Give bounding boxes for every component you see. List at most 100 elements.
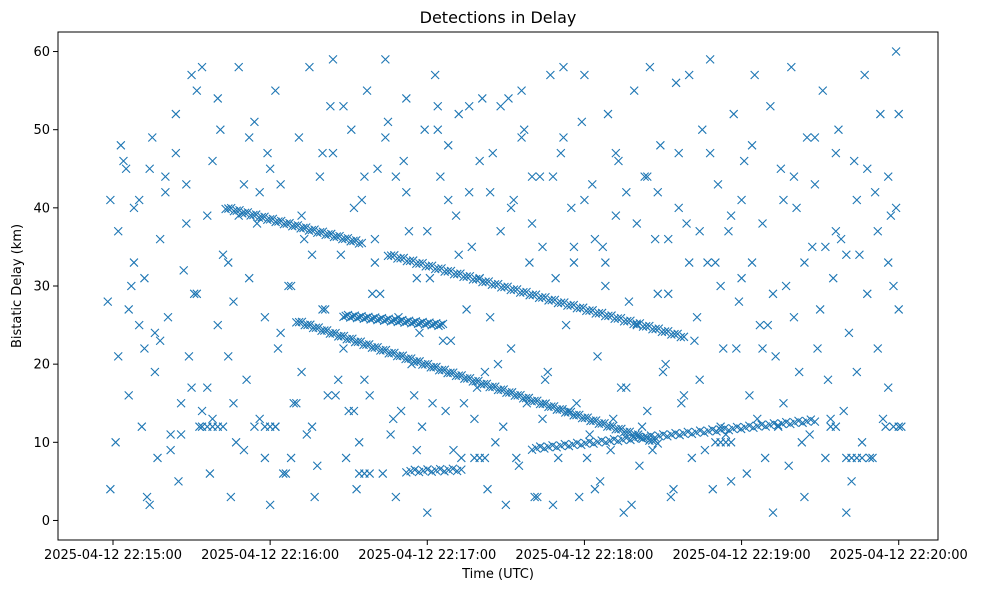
detection-point xyxy=(422,226,432,236)
detection-point xyxy=(621,187,631,197)
track-4-point xyxy=(402,317,412,327)
detection-point xyxy=(800,492,809,502)
detection-point xyxy=(580,70,589,80)
detection-point xyxy=(352,484,361,494)
detection-point xyxy=(504,94,513,103)
detection-point xyxy=(810,133,820,142)
detection-point xyxy=(771,351,781,361)
track-2-point xyxy=(396,253,405,263)
detection-point xyxy=(773,422,783,432)
detection-point xyxy=(155,234,165,244)
y-tick-label: 10 xyxy=(33,436,50,451)
detection-point xyxy=(684,70,694,80)
track-3-point xyxy=(580,413,590,423)
detection-point xyxy=(650,234,660,244)
detection-point xyxy=(428,398,437,408)
detection-point xyxy=(653,187,663,197)
detection-point xyxy=(281,469,291,478)
detection-point xyxy=(716,422,726,432)
detection-point xyxy=(572,398,581,408)
detection-point xyxy=(155,336,165,346)
track-2-point xyxy=(481,277,490,287)
detection-point xyxy=(755,320,765,330)
detection-point xyxy=(776,164,786,174)
detection-point xyxy=(873,226,883,236)
data-points xyxy=(103,47,906,518)
x-tick-label: 2025-04-12 22:15:00 xyxy=(44,548,182,563)
detection-point xyxy=(475,273,485,283)
detection-point xyxy=(823,375,833,385)
detection-point xyxy=(213,422,223,432)
track-6-point xyxy=(410,465,420,475)
detection-point xyxy=(747,140,757,150)
detection-point xyxy=(522,398,532,408)
detection-point xyxy=(320,305,330,314)
track-2-point xyxy=(575,303,585,313)
track-4-point xyxy=(341,311,351,321)
detection-point xyxy=(255,414,265,424)
detection-point xyxy=(619,508,629,518)
track-4-point xyxy=(427,320,437,330)
detection-point xyxy=(789,312,799,322)
detection-point xyxy=(849,156,859,166)
detection-point xyxy=(865,453,875,463)
detection-point xyxy=(844,328,854,338)
track-3-point xyxy=(437,365,447,375)
x-tick-label: 2025-04-12 22:19:00 xyxy=(673,548,811,563)
detection-point xyxy=(184,351,194,361)
detection-point xyxy=(312,461,322,471)
detection-point xyxy=(129,203,139,213)
track-3-point xyxy=(546,402,556,412)
detection-point xyxy=(433,125,443,135)
track-4-point xyxy=(382,315,391,325)
detection-point xyxy=(242,375,251,385)
detection-point xyxy=(805,430,815,439)
detection-point xyxy=(498,422,508,432)
detection-point xyxy=(218,250,228,260)
detection-point xyxy=(710,258,720,267)
detection-point xyxy=(708,484,718,494)
detection-point xyxy=(506,203,516,213)
detection-point xyxy=(527,219,537,228)
detection-point xyxy=(519,125,529,135)
track-3-point xyxy=(420,359,430,369)
detection-point xyxy=(810,180,820,189)
detection-point xyxy=(548,172,558,181)
track-4-point xyxy=(361,313,371,323)
track-4-point xyxy=(359,314,369,324)
track-4-point xyxy=(352,313,362,323)
detection-point xyxy=(545,70,555,80)
detection-point xyxy=(813,344,822,353)
detection-point xyxy=(459,398,469,408)
detection-point xyxy=(302,430,312,439)
detection-point xyxy=(134,320,144,330)
detection-point xyxy=(140,273,149,283)
detection-point xyxy=(538,242,547,252)
detection-point xyxy=(726,437,736,447)
detection-point xyxy=(276,328,286,338)
detection-point xyxy=(891,47,901,56)
y-tick-label: 40 xyxy=(33,201,50,216)
detection-point xyxy=(760,453,770,463)
detection-point xyxy=(752,414,762,424)
track-2-point xyxy=(386,251,396,260)
track-3-point xyxy=(614,424,623,434)
detection-point xyxy=(394,312,403,322)
track-2-point xyxy=(424,261,434,271)
detection-point xyxy=(779,195,788,205)
detection-point xyxy=(422,508,432,518)
detection-point xyxy=(611,148,621,158)
track-2-point xyxy=(537,293,547,302)
track-3-point xyxy=(328,328,338,338)
track-4-point xyxy=(409,317,418,327)
detection-point xyxy=(839,406,849,416)
detection-point xyxy=(818,86,828,96)
track-4-point xyxy=(354,312,364,322)
detection-point xyxy=(721,430,731,439)
track-4-point xyxy=(438,319,448,329)
detection-point xyxy=(103,297,113,307)
detection-point xyxy=(467,242,477,252)
track-2-point xyxy=(500,282,509,292)
track-2-point xyxy=(518,287,528,297)
detection-point xyxy=(346,125,356,135)
